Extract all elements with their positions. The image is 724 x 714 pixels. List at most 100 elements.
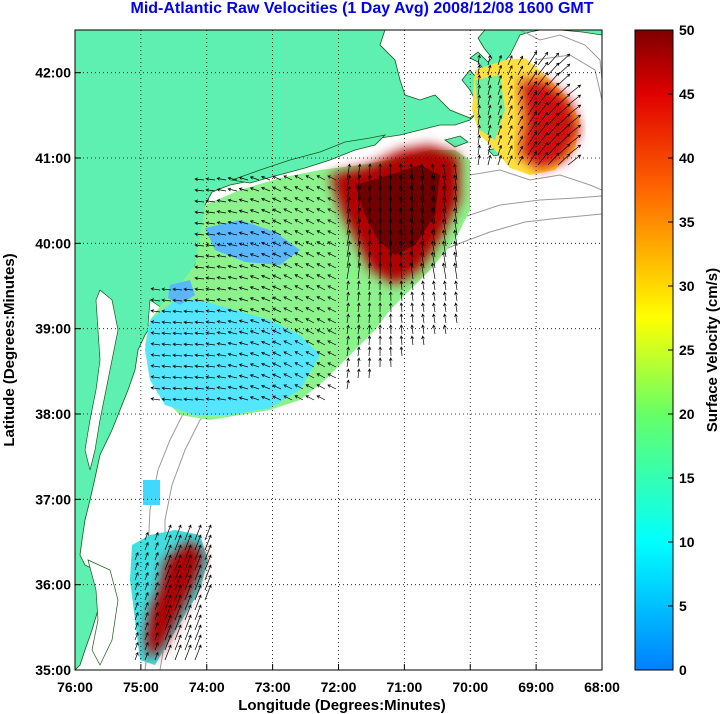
velocity-arrow (238, 231, 249, 236)
y-tick-label: 39:00 (35, 321, 71, 337)
velocity-arrow (249, 341, 260, 346)
velocity-arrow (216, 298, 227, 302)
velocity-arrow (454, 302, 458, 313)
velocity-arrow (327, 274, 337, 280)
velocity-arrow (283, 186, 293, 192)
velocity-arrow (134, 591, 139, 601)
velocity-arrow (249, 231, 260, 236)
velocity-arrow (399, 324, 404, 335)
velocity-arrow (442, 240, 447, 258)
velocity-arrow (388, 196, 393, 214)
velocity-arrow (430, 262, 436, 280)
velocity-arrow (205, 254, 216, 258)
velocity-arrow (164, 534, 172, 551)
velocity-arrow (316, 197, 326, 203)
velocity-arrow (487, 134, 492, 146)
velocity-arrow (172, 320, 183, 325)
velocity-arrow (442, 251, 447, 269)
velocity-arrow (497, 154, 503, 166)
velocity-arrow (183, 397, 194, 402)
velocity-arrow (346, 313, 350, 324)
velocity-arrow (150, 375, 161, 379)
velocity-arrow (294, 197, 304, 203)
velocity-arrow (183, 386, 194, 391)
velocity-arrow (410, 313, 414, 324)
velocity-arrow (442, 163, 447, 181)
colorbar-ticks: 0 5 10 15 20 25 30 35 40 45 50 (668, 22, 695, 678)
velocity-arrow (527, 80, 538, 96)
velocity-arrow (420, 262, 425, 280)
velocity-arrow (527, 90, 538, 106)
velocity-arrow (227, 176, 238, 181)
velocity-arrow (194, 574, 202, 591)
velocity-arrow (154, 531, 159, 541)
velocity-arrow (283, 296, 293, 302)
velocity-arrow (150, 320, 161, 324)
velocity-arrow (346, 185, 351, 203)
velocity-arrow (507, 85, 513, 96)
velocity-arrow (238, 341, 249, 346)
velocity-arrow (305, 307, 315, 313)
velocity-arrow (388, 313, 393, 324)
velocity-arrow (388, 163, 393, 181)
colorbar-tick-label: 15 (679, 470, 695, 486)
velocity-arrow (430, 229, 436, 247)
velocity-arrow (172, 287, 183, 292)
velocity-arrow (421, 291, 425, 302)
velocity-region-small-patch (143, 480, 160, 505)
velocity-arrow (164, 564, 172, 581)
velocity-arrow (183, 298, 194, 303)
island-marthas-vineyard (444, 135, 469, 148)
velocity-arrow (283, 351, 293, 357)
velocity-arrow (477, 104, 481, 116)
velocity-arrow (194, 554, 202, 571)
velocity-arrow (205, 232, 216, 236)
velocity-arrow (150, 342, 161, 346)
velocity-arrow (161, 331, 172, 335)
velocity-region-slow-west (145, 300, 320, 415)
velocity-arrow (205, 397, 216, 401)
velocity-arrow (134, 651, 139, 661)
velocity-arrow (261, 230, 271, 236)
velocity-arrow (249, 385, 260, 390)
velocity-arrow (305, 230, 315, 236)
velocity-arrow (346, 302, 350, 313)
velocity-arrow (172, 397, 183, 402)
map-title: Mid-Atlantic Raw Velocities (1 Day Avg) … (130, 0, 594, 17)
velocity-arrow (442, 174, 447, 192)
velocity-arrow (430, 218, 436, 236)
velocity-arrow (327, 186, 337, 192)
velocity-arrow (272, 263, 282, 269)
velocity-arrow (294, 241, 304, 247)
velocity-arrow (487, 84, 492, 96)
velocity-arrow (183, 287, 194, 292)
velocity-arrow (517, 145, 524, 156)
velocity-arrow (477, 54, 481, 66)
velocity-arrow (527, 50, 538, 66)
velocity-arrow (443, 280, 447, 291)
velocity-arrow (294, 351, 304, 357)
velocity-arrow (261, 362, 271, 368)
velocity-arrow (399, 313, 404, 324)
velocity-arrow (161, 309, 172, 313)
velocity-arrow (283, 274, 293, 280)
velocity-arrow (249, 352, 260, 357)
velocity-arrow (283, 230, 293, 236)
velocity-arrow (227, 319, 238, 324)
velocity-arrow (442, 262, 447, 280)
velocity-arrow (283, 362, 293, 368)
velocity-arrow (507, 105, 513, 116)
velocity-arrow (249, 275, 260, 280)
velocity-arrow (261, 186, 271, 192)
velocity-arrow (164, 644, 172, 661)
velocity-arrow (194, 265, 205, 269)
velocity-arrow (305, 373, 315, 379)
velocity-arrow (294, 296, 304, 302)
velocity-arrow (316, 318, 326, 324)
velocity-arrow (261, 263, 271, 269)
velocity-arrow (527, 130, 538, 146)
velocity-arrow (443, 291, 447, 302)
velocity-arrow (527, 70, 538, 86)
velocity-arrow (316, 175, 326, 181)
